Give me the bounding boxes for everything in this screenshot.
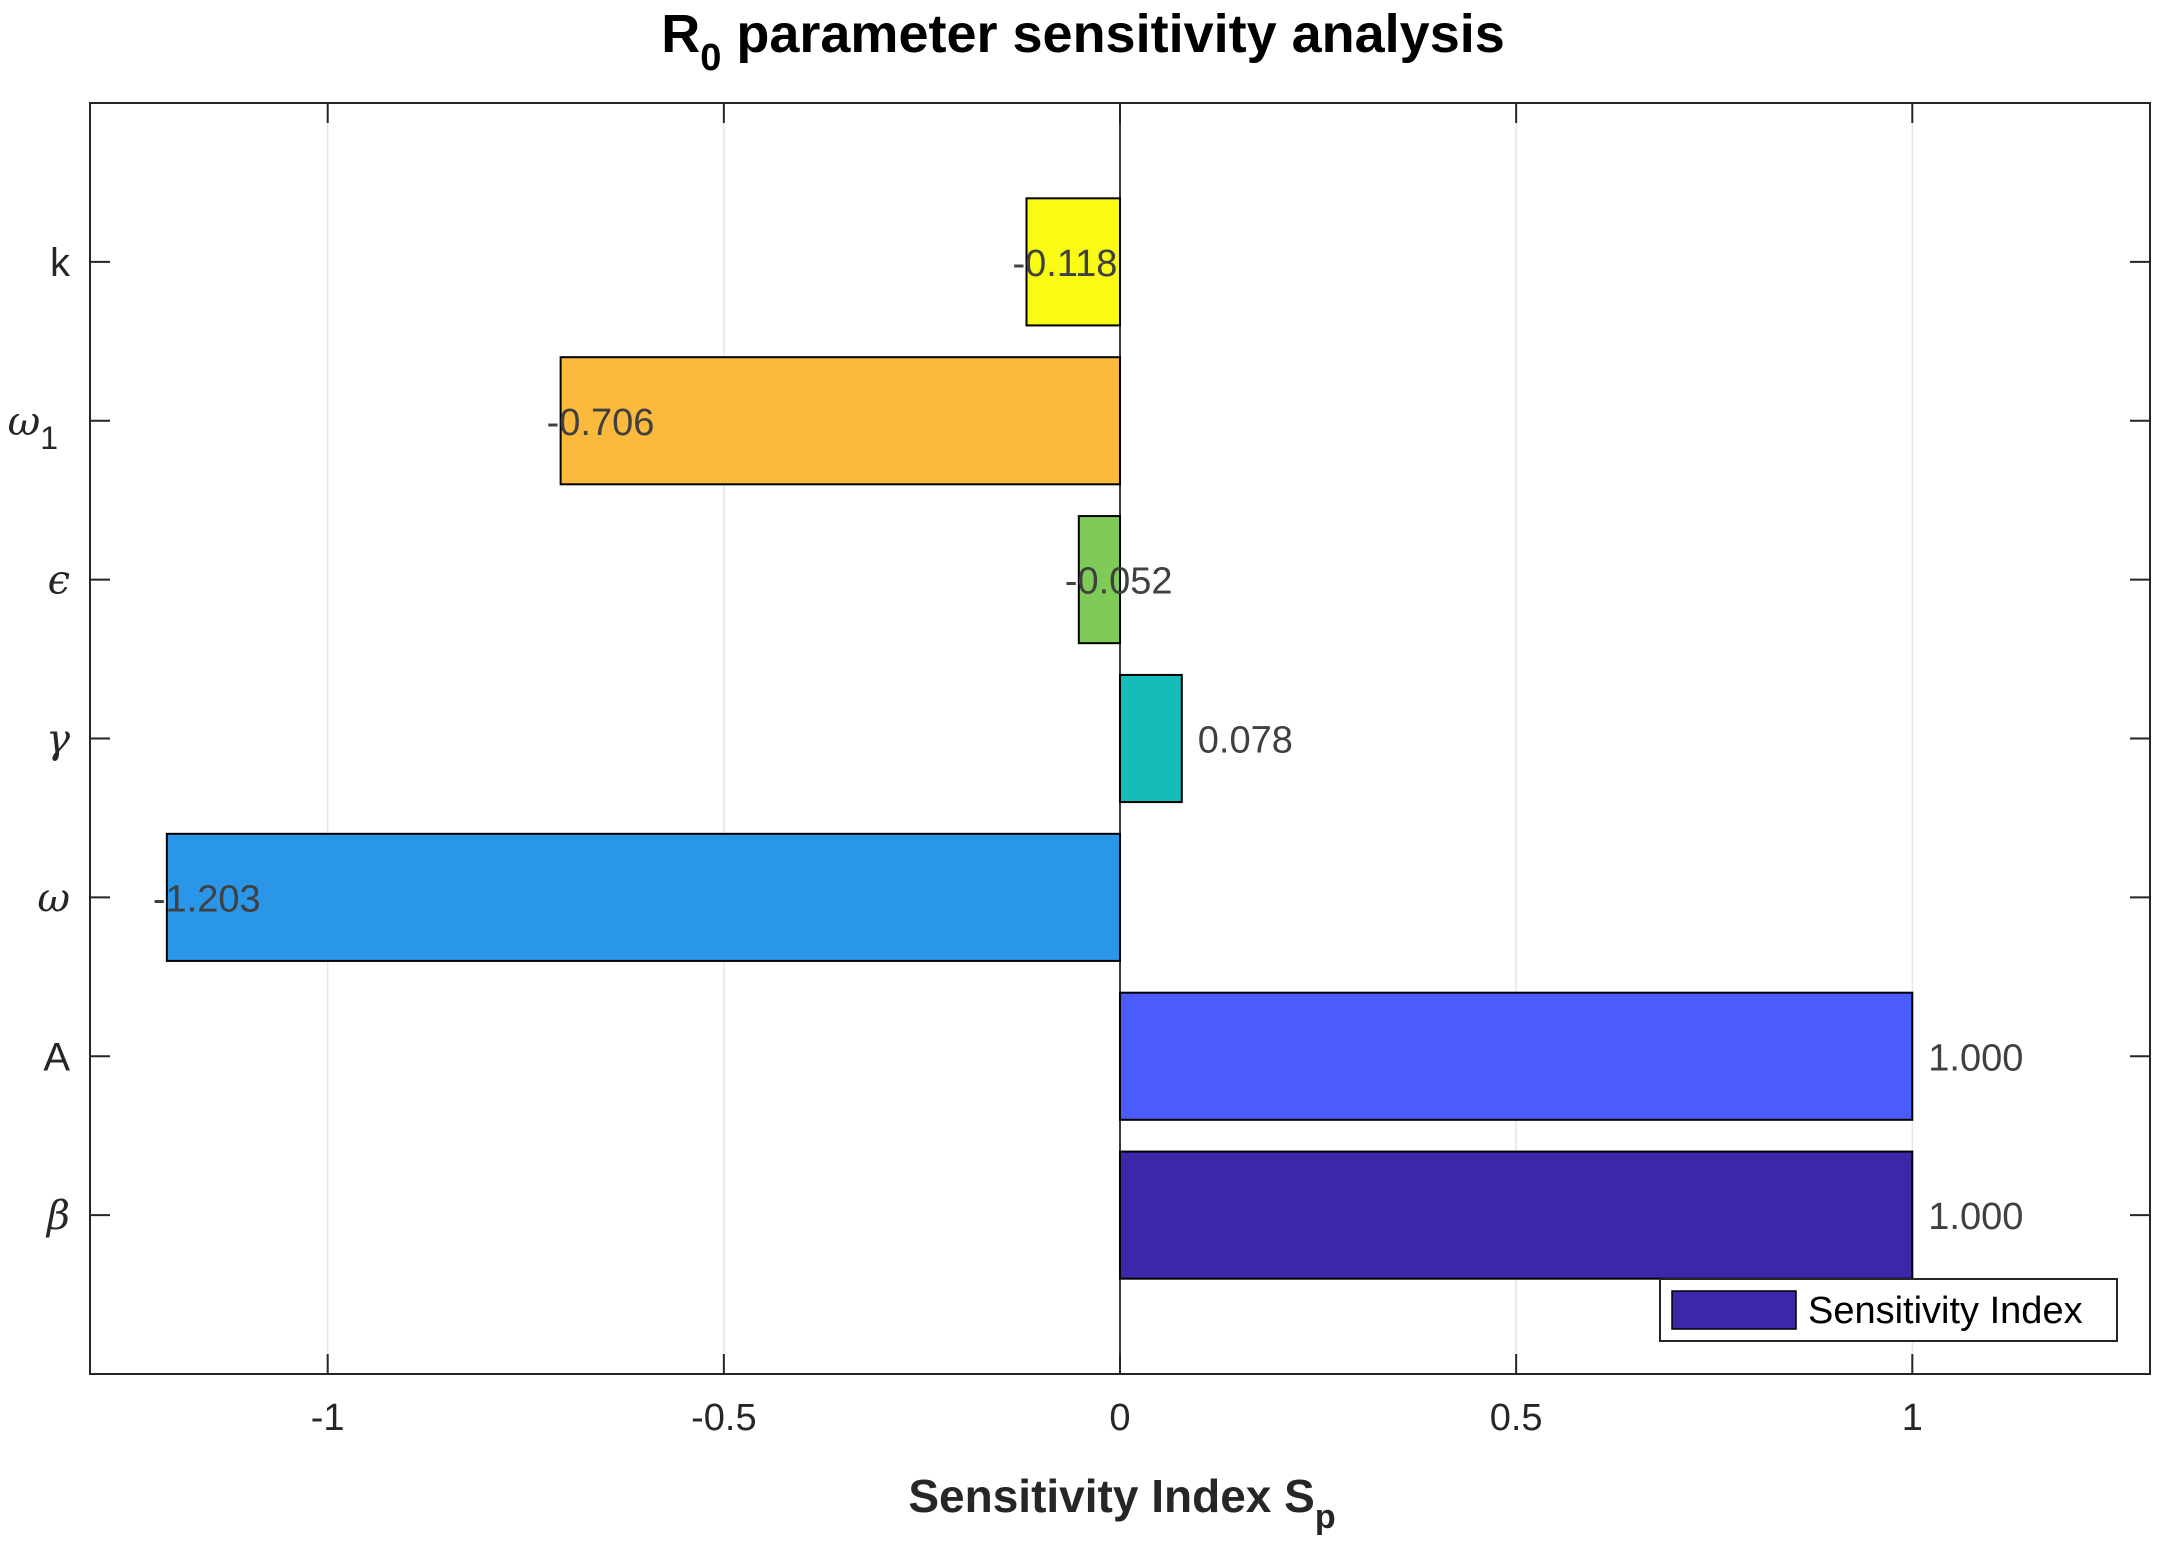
legend-label: Sensitivity Index <box>1808 1290 2083 1332</box>
y-tick-label-main: ϵ <box>48 558 70 604</box>
y-tick-label: ϵ <box>48 558 70 604</box>
x-axis-label-subscript: p <box>1315 1498 1336 1536</box>
y-tick-label: β <box>45 1193 70 1239</box>
x-tick-label: 0 <box>1109 1397 1130 1439</box>
y-tick-label: ω1 <box>8 399 58 456</box>
value-label: -0.118 <box>1013 243 1118 285</box>
y-tick-label: γ <box>46 717 70 763</box>
x-axis-label-main: Sensitivity Index S <box>908 1470 1314 1522</box>
value-label: 1.000 <box>1928 1037 2023 1079</box>
legend-swatch <box>1671 1290 1797 1330</box>
y-tick-label-main: A <box>43 1035 70 1079</box>
bar-3 <box>165 832 1122 962</box>
legend: Sensitivity Index <box>1659 1278 2118 1342</box>
x-tick-label: -0.5 <box>691 1397 756 1439</box>
y-tick-label: A <box>43 1035 70 1079</box>
value-label: 0.078 <box>1198 720 1293 762</box>
x-axis-label: Sensitivity Index Sp <box>908 1470 1335 1536</box>
chart-title-main: R <box>661 4 700 64</box>
y-tick-label: ω <box>37 875 70 921</box>
y-tick-label-main: k <box>50 241 71 285</box>
y-tick-label-main: β <box>45 1193 70 1239</box>
value-labels: 1.000 1.000 -1.203 0.078 -0.052 -0.706 -0.118 <box>153 243 2024 1238</box>
chart-title: R0 parameter sensitivity analysis <box>661 4 1505 79</box>
bar-7 <box>1025 197 1121 327</box>
value-label: 1.000 <box>1928 1196 2023 1238</box>
value-label: -1.203 <box>153 878 261 920</box>
x-tick-label: -1 <box>311 1397 345 1439</box>
x-tick-label: 1 <box>1902 1397 1923 1439</box>
value-label: -0.706 <box>547 402 655 444</box>
bar-2 <box>1119 991 1914 1121</box>
bars <box>165 197 1914 1280</box>
y-tick-label-subscript: 1 <box>40 420 58 456</box>
y-tick-label-main: γ <box>46 717 70 763</box>
y-tick-label: k <box>50 241 71 285</box>
y-tick-label-main: ω <box>37 875 70 921</box>
x-tick-label: 0.5 <box>1490 1397 1543 1439</box>
y-tick-label-main: ω <box>8 399 41 445</box>
bar-4 <box>1119 673 1183 804</box>
chart-title-rest: parameter sensitivity analysis <box>721 4 1504 64</box>
bar-6 <box>559 356 1121 486</box>
chart-title-subscript: 0 <box>700 37 721 79</box>
value-label: -0.052 <box>1065 561 1173 603</box>
bar-1 <box>1119 1150 1914 1280</box>
